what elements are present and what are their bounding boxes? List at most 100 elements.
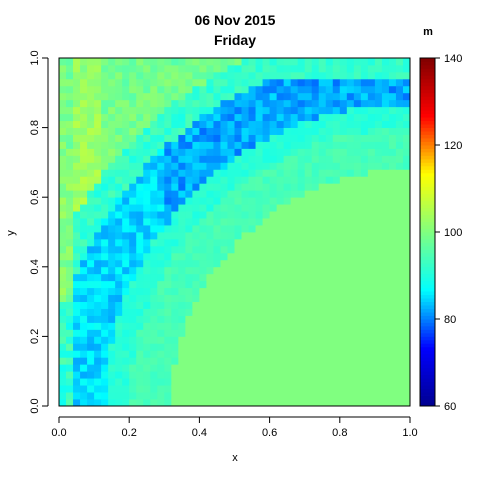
heat-cell <box>192 232 200 240</box>
heat-cell <box>290 190 299 198</box>
heat-cell <box>164 183 172 191</box>
heat-cell <box>164 336 172 344</box>
heat-cell <box>199 357 207 365</box>
heat-cell <box>157 308 165 316</box>
heat-cell <box>164 176 172 184</box>
heat-cell <box>297 238 306 247</box>
heat-cell <box>304 399 313 407</box>
heat-cell <box>353 190 362 198</box>
heat-cell <box>213 350 221 358</box>
heat-cell <box>367 252 376 261</box>
heat-cell <box>276 155 285 163</box>
heat-cell <box>94 287 102 296</box>
heat-cell <box>381 232 390 240</box>
heat-cell <box>325 134 334 142</box>
heat-cell <box>374 301 383 309</box>
heat-cell <box>122 134 130 142</box>
heat-cell <box>332 134 341 142</box>
heat-cell <box>227 392 235 400</box>
heat-cell <box>262 85 270 94</box>
heat-cell <box>150 280 158 289</box>
heat-cell <box>332 183 341 191</box>
heat-cell <box>248 120 256 128</box>
heat-cell <box>157 392 165 400</box>
heat-cell <box>283 99 292 108</box>
heat-cell <box>59 232 67 240</box>
heat-cell <box>360 287 369 296</box>
heat-cell <box>220 127 228 135</box>
heat-cell <box>199 343 207 351</box>
heat-cell <box>150 162 158 170</box>
heat-cell <box>374 204 383 212</box>
heat-cell <box>374 273 383 282</box>
heat-cell <box>332 273 341 282</box>
heat-cell <box>360 378 369 386</box>
heat-cell <box>227 364 235 372</box>
heat-cell <box>241 162 249 170</box>
heat-cell <box>206 322 214 330</box>
heat-cell <box>269 155 278 163</box>
heat-cell <box>136 71 144 80</box>
heat-cell <box>220 176 228 184</box>
heat-cell <box>115 301 123 309</box>
heat-cell <box>269 343 278 351</box>
heat-cell <box>353 155 362 163</box>
heat-cell <box>87 287 95 296</box>
heat-cell <box>150 252 158 261</box>
heat-cell <box>346 301 355 309</box>
heat-cell <box>262 343 270 351</box>
heat-cell <box>304 322 313 330</box>
heat-cell <box>129 343 137 351</box>
heat-cell <box>94 78 102 87</box>
heat-cell <box>360 120 369 128</box>
heat-cell <box>171 259 179 268</box>
heat-cell <box>178 134 186 142</box>
colorbar-segment <box>420 110 435 115</box>
heat-cell <box>395 169 404 177</box>
heat-cell <box>297 99 306 108</box>
heat-cell <box>220 225 228 233</box>
heat-cell <box>318 371 327 379</box>
heat-cell <box>87 350 95 358</box>
heat-cell <box>136 378 144 386</box>
heat-cell <box>66 280 74 289</box>
heat-cell <box>395 106 404 115</box>
heat-cell <box>150 266 158 275</box>
heat-cell <box>388 259 397 268</box>
colorbar-segment <box>420 319 435 323</box>
heat-cell <box>164 92 172 101</box>
heat-cell <box>255 197 263 205</box>
heat-cell <box>339 218 348 226</box>
heat-cell <box>381 127 390 135</box>
heat-cell <box>353 287 362 296</box>
heat-cell <box>185 78 193 87</box>
heat-cell <box>395 64 404 73</box>
heat-cell <box>241 273 249 282</box>
heat-cell <box>129 392 137 400</box>
heat-cell <box>213 134 221 142</box>
heat-cell <box>388 183 397 191</box>
heat-cell <box>388 155 397 163</box>
heat-cell <box>290 392 299 400</box>
heat-cell <box>171 148 179 156</box>
heat-cell <box>129 113 137 122</box>
heat-cell <box>388 238 397 247</box>
heat-cell <box>402 106 411 115</box>
heat-cell <box>374 238 383 247</box>
heat-cell <box>346 92 355 101</box>
heat-cell <box>255 218 263 226</box>
heat-cell <box>178 141 186 149</box>
heat-cell <box>115 134 123 142</box>
heat-cell <box>234 113 242 122</box>
heat-cell <box>325 58 334 66</box>
colorbar-segment <box>420 228 435 233</box>
heat-cell <box>122 58 130 66</box>
heat-cell <box>192 350 200 358</box>
heat-cell <box>353 120 362 128</box>
heat-cell <box>276 148 285 156</box>
heat-cell <box>290 329 299 337</box>
colorbar-segment <box>420 280 435 285</box>
heat-cell <box>150 273 158 282</box>
heat-cell <box>80 266 88 275</box>
heat-cell <box>192 225 200 233</box>
